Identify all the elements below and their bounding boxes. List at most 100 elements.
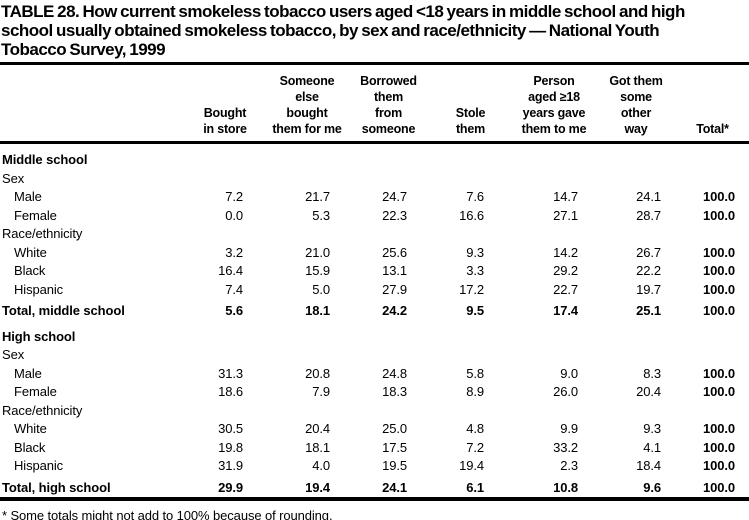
- cell-value: 100.0: [702, 479, 735, 495]
- cell-value: 100.0: [702, 244, 735, 260]
- cell-value: 8.9: [466, 384, 484, 399]
- cell-value: [184, 170, 266, 189]
- cell-value: 10.8: [553, 479, 578, 495]
- cell-value: 13.1: [382, 263, 407, 278]
- cell-value: [266, 402, 348, 421]
- cell-value: 25.1: [636, 303, 661, 318]
- cell-value: 14.2: [553, 244, 578, 260]
- table-row-data: White 30.5 20.4 25.0 4.8 9.9 9.3 100.0: [0, 420, 749, 439]
- row-label: White: [14, 244, 47, 260]
- row-label: Black: [14, 439, 46, 455]
- cell-value: [676, 225, 749, 244]
- cell-value: [184, 225, 266, 244]
- row-label: Male: [14, 365, 42, 381]
- row-label: Black: [14, 263, 46, 278]
- cell-value: 7.9: [312, 384, 330, 399]
- cell-value: [429, 143, 512, 170]
- cell-value: 100.0: [702, 303, 735, 318]
- cell-value: [266, 346, 348, 365]
- table-row-subheader: Race/ethnicity: [0, 225, 749, 244]
- column-header-borrowed: Borrowed them from someone: [348, 65, 429, 144]
- cell-value: 16.6: [459, 207, 484, 223]
- cell-value: 26.0: [553, 384, 578, 399]
- cell-value: [184, 402, 266, 421]
- title-line: school usually obtained smokeless tobacc…: [1, 21, 660, 40]
- cell-value: [429, 402, 512, 421]
- cell-value: 4.8: [466, 421, 484, 436]
- row-label: Female: [14, 384, 57, 399]
- cell-value: 31.9: [218, 458, 243, 473]
- table-row-subheader: Sex: [0, 346, 749, 365]
- cell-value: 9.6: [643, 479, 661, 495]
- cell-value: [676, 402, 749, 421]
- cell-value: 2.3: [560, 458, 578, 473]
- cell-value: [596, 225, 676, 244]
- table-row-data: Male 31.3 20.8 24.8 5.8 9.0 8.3 100.0: [0, 365, 749, 384]
- cell-value: 100.0: [702, 421, 735, 436]
- table-row-data: Male 7.2 21.7 24.7 7.6 14.7 24.1 100.0: [0, 188, 749, 207]
- row-label: Hispanic: [14, 458, 64, 473]
- cell-value: 30.5: [218, 421, 243, 436]
- table-body: Middle school Sex Male 7.2 21.7 24.7 7.6 14.7 24…: [0, 143, 749, 498]
- table-row-total: Total, high school 29.9 19.4 24.1 6.1 10.8 9.6…: [0, 476, 749, 498]
- header-row: Bought in store Someone else bought them…: [0, 65, 749, 144]
- cell-value: [676, 346, 749, 365]
- cell-value: 100.0: [702, 281, 735, 297]
- row-label: Total, middle school: [2, 303, 125, 318]
- cell-value: 25.0: [382, 421, 407, 436]
- cell-value: [429, 170, 512, 189]
- table-row-data: Black 19.8 18.1 17.5 7.2 33.2 4.1 100.0: [0, 439, 749, 458]
- cell-value: [348, 143, 429, 170]
- data-table: Bought in store Someone else bought them…: [0, 65, 749, 497]
- cell-value: 100.0: [702, 263, 735, 278]
- cell-value: 100.0: [702, 384, 735, 399]
- cell-value: [266, 321, 348, 347]
- cell-value: [429, 225, 512, 244]
- table-row-data: Black 16.4 15.9 13.1 3.3 29.2 22.2 100.0: [0, 262, 749, 281]
- cell-value: 18.4: [636, 458, 661, 473]
- column-header-stole-them: Stole them: [429, 65, 512, 144]
- cell-value: 7.6: [466, 189, 484, 204]
- cell-value: [348, 225, 429, 244]
- table-header: Bought in store Someone else bought them…: [0, 65, 749, 144]
- cell-value: [266, 225, 348, 244]
- cell-value: 19.4: [459, 458, 484, 473]
- cell-value: [266, 170, 348, 189]
- cell-value: [512, 402, 596, 421]
- table-row-data: Female 18.6 7.9 18.3 8.9 26.0 20.4 100.0: [0, 383, 749, 402]
- cell-value: [348, 321, 429, 347]
- row-label: White: [14, 421, 47, 436]
- cell-value: 7.2: [225, 189, 243, 204]
- cell-value: 19.4: [305, 479, 330, 495]
- cell-value: 6.1: [466, 479, 484, 495]
- cell-value: 16.4: [218, 263, 243, 278]
- cell-value: [184, 346, 266, 365]
- cell-value: 5.6: [225, 303, 243, 318]
- cell-value: 5.3: [312, 207, 330, 223]
- table-row-data: White 3.2 21.0 25.6 9.3 14.2 26.7 100.0: [0, 244, 749, 263]
- cell-value: [512, 143, 596, 170]
- cell-value: 17.5: [382, 439, 407, 455]
- table-title: TABLE 28. How current smokeless tobacco …: [0, 0, 749, 59]
- cell-value: 9.0: [560, 365, 578, 381]
- cell-value: 100.0: [702, 458, 735, 473]
- cell-value: 29.9: [218, 479, 243, 495]
- cell-value: 100.0: [702, 439, 735, 455]
- cell-value: [596, 402, 676, 421]
- cell-value: 21.0: [305, 244, 330, 260]
- cell-value: [348, 402, 429, 421]
- cell-value: 17.4: [553, 303, 578, 318]
- cell-value: [596, 170, 676, 189]
- cell-value: 5.0: [312, 281, 330, 297]
- cell-value: [429, 346, 512, 365]
- table-row-total: Total, middle school 5.6 18.1 24.2 9.5 17.4 25…: [0, 299, 749, 321]
- row-label: Race/ethnicity: [2, 226, 83, 241]
- cell-value: [676, 143, 749, 170]
- column-header-person-aged-18-gave: Person aged ≥18 years gave them to me: [512, 65, 596, 144]
- cell-value: 26.7: [636, 244, 661, 260]
- cell-value: 18.1: [305, 439, 330, 455]
- cell-value: 9.9: [560, 421, 578, 436]
- row-label: Female: [14, 207, 57, 223]
- cell-value: [184, 143, 266, 170]
- title-rule: [0, 62, 749, 65]
